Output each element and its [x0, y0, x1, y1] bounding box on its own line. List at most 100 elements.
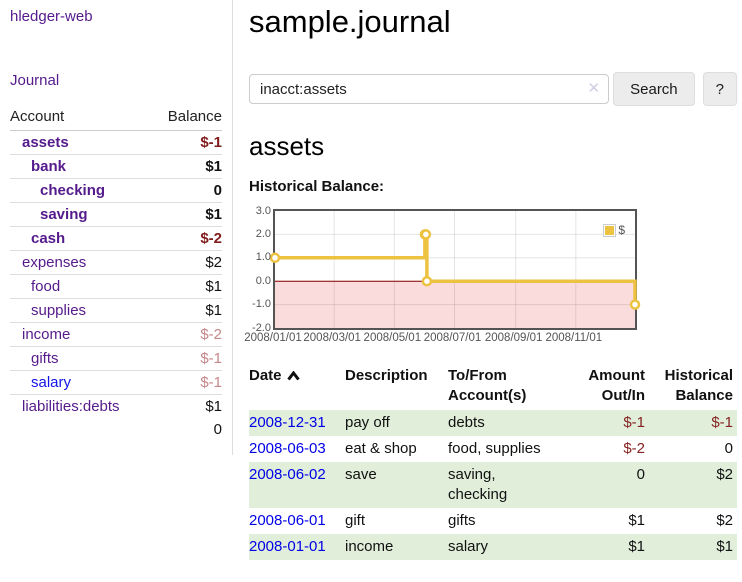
help-button[interactable]: ? — [702, 72, 737, 106]
account-balance: $1 — [151, 298, 222, 323]
chart-legend: $ — [603, 223, 625, 237]
account-balance: $1 — [151, 202, 222, 227]
y-axis-tick: 3.0 — [255, 204, 271, 217]
transaction-balance: $2 — [716, 512, 733, 529]
account-row: income $-2 — [10, 322, 222, 347]
brand-link[interactable]: hledger-web — [10, 8, 93, 25]
historical-balance-chart[interactable]: $ 3.0 2.0 1.0 0.0 -1.0 -2.0 2008/01/01 2008/03/… — [244, 204, 641, 346]
account-row: salary $-1 — [10, 370, 222, 395]
x-axis-tick: 2008/09/01 — [484, 332, 543, 344]
page-title: sample.journal — [249, 4, 451, 39]
register-row: 2008-06-03 eat & shop food, supplies $-2 0 — [249, 436, 737, 462]
transaction-accounts: salary — [448, 534, 587, 560]
main-content: sample.journal ✕ Search ? assets Histori… — [244, 0, 737, 560]
account-balance: $1 — [151, 394, 222, 418]
transaction-date-link[interactable]: 2008-06-02 — [249, 466, 326, 483]
legend-label: $ — [618, 223, 625, 237]
account-link[interactable]: cash — [31, 230, 66, 247]
account-row: expenses $2 — [10, 250, 222, 275]
transaction-balance: $1 — [645, 534, 737, 560]
account-link[interactable]: income — [22, 326, 71, 343]
transaction-balance: 0 — [724, 440, 733, 457]
register-table: Date Description To/From Account(s) Amou… — [249, 364, 737, 560]
register-row: 2008-06-01 gift gifts $1 $2 — [249, 508, 737, 534]
account-link[interactable]: gifts — [31, 350, 59, 367]
transaction-amount: 0 — [587, 462, 645, 508]
transaction-date-link[interactable]: 2008-06-03 — [249, 440, 326, 457]
account-link[interactable]: bank — [31, 158, 67, 175]
search-form: ✕ Search ? — [249, 71, 737, 107]
y-axis-tick: -1.0 — [252, 298, 271, 311]
transaction-amount: $-2 — [623, 440, 645, 457]
accounts-total-balance: 0 — [213, 421, 222, 438]
account-link[interactable]: salary — [31, 374, 72, 391]
transaction-description: save — [345, 462, 448, 508]
transaction-date-link[interactable]: 2008-12-31 — [249, 414, 326, 431]
transaction-amount: $1 — [587, 534, 645, 560]
sort-ascending-icon — [286, 368, 300, 385]
transaction-accounts: debts — [448, 410, 587, 436]
account-balance: $-1 — [200, 134, 222, 151]
account-row: gifts $-1 — [10, 346, 222, 371]
account-link[interactable]: assets — [22, 134, 69, 151]
accounts-header-balance: Balance — [151, 108, 222, 131]
transaction-description: income — [345, 534, 448, 560]
account-balance: $-2 — [151, 226, 222, 251]
account-balance: 0 — [151, 178, 222, 203]
column-header-accounts[interactable]: To/From Account(s) — [448, 367, 527, 404]
nav-journal-link[interactable]: Journal — [10, 72, 60, 89]
account-link[interactable]: saving — [40, 206, 88, 223]
account-link[interactable]: supplies — [31, 302, 87, 319]
transaction-accounts: saving, checking — [448, 462, 587, 508]
register-row: 2008-12-31 pay off debts $-1 $-1 — [249, 410, 737, 436]
accounts-total-row: 0 — [10, 418, 222, 442]
transaction-description: pay off — [345, 410, 448, 436]
transaction-accounts: gifts — [448, 512, 476, 529]
legend-swatch-icon — [603, 223, 617, 237]
x-axis-tick: 2008/05/01 — [363, 332, 422, 344]
chart-label: Historical Balance: — [249, 178, 385, 195]
account-row: liabilities:debts $1 — [10, 394, 222, 418]
y-axis-tick: -2.0 — [252, 321, 271, 334]
transaction-description: eat & shop — [345, 440, 417, 457]
y-axis-tick: 0.0 — [255, 274, 271, 287]
account-row: saving $1 — [10, 202, 222, 227]
account-row: assets $-1 — [10, 131, 222, 155]
transaction-balance: $-1 — [645, 410, 737, 436]
clear-search-icon[interactable]: ✕ — [587, 80, 601, 97]
account-balance: $-1 — [151, 370, 222, 395]
search-input[interactable] — [249, 74, 610, 104]
search-button[interactable]: Search — [613, 72, 695, 106]
transaction-accounts: food, supplies — [448, 440, 541, 457]
account-row: food $1 — [10, 274, 222, 299]
account-link[interactable]: food — [31, 278, 61, 295]
y-axis-tick: 2.0 — [255, 227, 271, 240]
account-row: supplies $1 — [10, 298, 222, 323]
transaction-balance: $2 — [645, 462, 737, 508]
register-row: 2008-06-02 save saving, checking 0 $2 — [249, 462, 737, 508]
x-axis-tick: 2008/11/01 — [545, 332, 603, 344]
transaction-date-link[interactable]: 2008-06-01 — [249, 512, 326, 529]
transaction-amount: $-1 — [587, 410, 645, 436]
account-link[interactable]: liabilities:debts — [22, 398, 120, 415]
account-row: cash $-2 — [10, 226, 222, 251]
column-header-description[interactable]: Description — [345, 367, 428, 384]
transaction-date-link[interactable]: 2008-01-01 — [249, 538, 326, 555]
register-row: 2008-01-01 income salary $1 $1 — [249, 534, 737, 560]
x-axis-tick: 2008/03/01 — [303, 332, 361, 344]
account-row: bank $1 — [10, 154, 222, 179]
column-header-amount[interactable]: Amount Out/In — [588, 367, 645, 404]
column-header-balance[interactable]: Historical Balance — [664, 367, 733, 404]
sidebar: hledger-web Journal Account Balance asse… — [0, 0, 233, 455]
x-axis-tick: 2008/07/01 — [423, 332, 482, 344]
account-balance: $2 — [151, 250, 222, 275]
account-title: assets — [249, 131, 325, 161]
accounts-header-account: Account — [10, 108, 152, 131]
chart-plot-area[interactable]: $ — [269, 209, 641, 330]
account-link[interactable]: expenses — [22, 254, 87, 271]
accounts-table: Account Balance assets $-1 bank $1 checking 0… — [10, 108, 222, 442]
transaction-description: gift — [345, 512, 366, 529]
column-header-date[interactable]: Date — [249, 364, 345, 410]
account-link[interactable]: checking — [40, 182, 106, 199]
account-balance: $1 — [151, 154, 222, 179]
